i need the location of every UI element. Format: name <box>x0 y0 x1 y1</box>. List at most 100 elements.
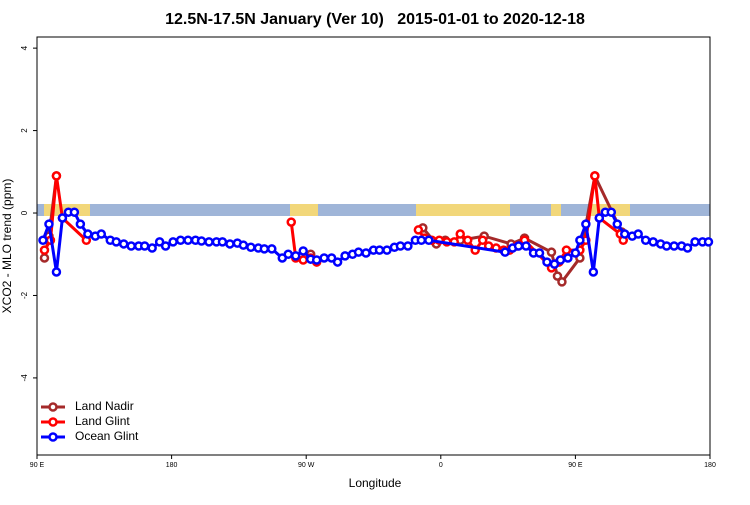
legend-marker <box>48 417 58 427</box>
data-point <box>455 229 465 239</box>
chart-title: 12.5N-17.5N January (Ver 10) 2015-01-01 … <box>165 11 585 28</box>
data-point <box>513 241 524 251</box>
data-point <box>246 242 256 252</box>
legend-label: Ocean Glint <box>75 429 139 443</box>
y-tick-label: -2 <box>20 291 29 299</box>
data-point <box>590 171 600 181</box>
legend-marker <box>48 432 58 442</box>
data-point <box>620 229 630 239</box>
data-point <box>340 251 350 261</box>
data-point <box>38 235 48 245</box>
data-point <box>51 267 62 277</box>
x-tick-label: 180 <box>166 462 178 469</box>
data-point <box>69 207 80 217</box>
data-point <box>570 248 581 258</box>
data-point <box>238 240 249 250</box>
x-tick-label: 90 E <box>30 462 45 469</box>
data-point <box>126 241 136 251</box>
data-point <box>225 239 235 249</box>
data-point <box>549 259 560 269</box>
data-point <box>39 253 50 263</box>
data-point <box>557 277 567 287</box>
data-point <box>669 241 679 251</box>
data-point <box>561 245 572 255</box>
data-point <box>196 236 207 246</box>
data-point <box>259 244 270 254</box>
ocean-strip <box>37 204 710 216</box>
data-point <box>298 246 308 256</box>
data-point <box>147 243 157 253</box>
y-tick-label: 4 <box>20 45 29 50</box>
data-point <box>332 257 343 267</box>
x-tick-label: 90 W <box>298 462 315 469</box>
data-point <box>361 248 371 258</box>
data-point <box>168 237 178 247</box>
data-point <box>588 267 599 277</box>
x-axis-label: Longitude <box>349 476 402 490</box>
x-tick-label: 0 <box>439 462 443 469</box>
y-tick-label: 2 <box>20 128 29 133</box>
data-point <box>319 253 329 263</box>
data-point <box>500 247 510 257</box>
legend-label: Land Nadir <box>75 399 134 413</box>
data-point <box>477 235 488 245</box>
x-tick-label: 90 E <box>568 462 583 469</box>
data-point <box>290 251 301 261</box>
data-point <box>546 247 557 257</box>
data-point <box>682 243 693 253</box>
land-patch <box>290 204 318 216</box>
data-point <box>326 253 337 263</box>
data-point <box>690 237 700 247</box>
x-tick-label: 180 <box>704 462 716 469</box>
data-point <box>395 241 406 251</box>
legend-marker <box>48 402 58 412</box>
data-point <box>542 257 552 267</box>
data-point <box>606 207 617 217</box>
data-point <box>75 219 86 229</box>
data-point <box>51 171 62 181</box>
data-point <box>118 239 129 249</box>
y-tick-label: -4 <box>20 374 29 382</box>
data-point <box>462 235 473 245</box>
data-point <box>353 247 364 257</box>
y-tick-label: 0 <box>20 210 29 215</box>
data-point <box>286 217 296 227</box>
data-point <box>44 219 54 229</box>
land-patch <box>416 204 510 216</box>
data-point <box>413 225 424 235</box>
data-point <box>563 253 573 263</box>
data-point <box>661 241 672 251</box>
data-point <box>374 245 385 255</box>
data-point <box>703 237 714 247</box>
data-point <box>298 255 308 265</box>
data-point <box>111 237 122 247</box>
data-point <box>160 241 171 251</box>
data-point <box>154 237 165 247</box>
data-point <box>633 229 643 239</box>
data-point <box>217 237 228 247</box>
data-point <box>267 244 277 254</box>
data-point <box>594 213 605 223</box>
data-point <box>648 237 658 247</box>
data-point <box>416 235 427 245</box>
data-point <box>612 219 623 229</box>
data-point <box>640 235 651 245</box>
data-point <box>403 241 413 251</box>
data-point <box>581 219 591 229</box>
data-point <box>555 255 566 265</box>
data-point <box>96 229 107 239</box>
data-point <box>521 241 531 251</box>
y-axis-label: XCO2 - MLO trend (ppm) <box>0 179 14 314</box>
legend-label: Land Glint <box>75 414 130 428</box>
data-point <box>39 245 50 255</box>
data-point <box>83 229 93 239</box>
data-point <box>183 235 193 245</box>
data-point <box>382 245 392 255</box>
land-patch <box>551 204 561 216</box>
data-point <box>424 235 434 245</box>
data-point <box>283 249 294 259</box>
data-point <box>139 241 150 251</box>
data-point <box>311 255 322 265</box>
data-point <box>175 235 186 245</box>
